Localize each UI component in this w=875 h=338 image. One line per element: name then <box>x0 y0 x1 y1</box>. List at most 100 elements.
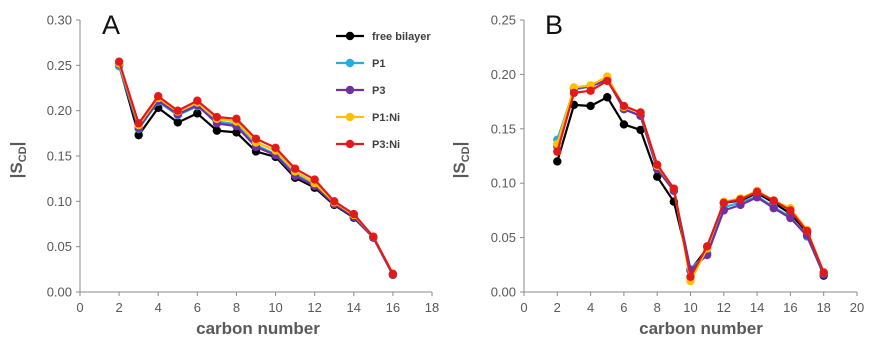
x-tick-label: 8 <box>233 300 240 315</box>
data-point-p3-ni <box>636 108 645 117</box>
y-tick-label: 0.10 <box>47 194 72 209</box>
data-point-free-bilayer <box>134 130 143 140</box>
data-point-p3-ni <box>251 134 261 143</box>
data-point-free-bilayer <box>212 126 222 135</box>
data-point-p3-ni <box>290 164 300 173</box>
x-tick-label: 2 <box>554 300 561 315</box>
data-point-free-bilayer <box>586 101 595 111</box>
data-point-p3-ni <box>653 160 662 169</box>
x-tick-label: 20 <box>850 300 864 315</box>
data-point-free-bilayer <box>603 93 612 102</box>
y-tick-label: 0.00 <box>47 285 72 300</box>
data-point-free-bilayer <box>553 157 562 166</box>
y-tick-label: 0.30 <box>47 13 72 28</box>
y-axis-label-b: |SCD| <box>450 142 472 179</box>
data-point-p3-ni <box>330 197 339 206</box>
data-point-p3-ni <box>686 272 695 281</box>
data-point-p3-ni <box>752 187 762 197</box>
legend-label-p3-ni: P3:Ni <box>372 139 400 151</box>
legend-marker-free-bilayer <box>345 31 355 41</box>
data-point-p3-ni <box>586 86 595 95</box>
legend-marker-p1 <box>345 58 355 68</box>
series-line-p1-ni <box>556 75 825 283</box>
legend-marker-p3-ni <box>345 139 355 149</box>
data-point-p3-ni <box>154 91 163 101</box>
data-point-p3-ni <box>769 196 778 205</box>
data-point-p3-ni <box>736 195 745 204</box>
x-axis-label-b: carbon number <box>639 319 763 338</box>
series-line-p3 <box>556 78 825 276</box>
x-tick-label: 12 <box>717 300 731 315</box>
y-tick-label: 0.20 <box>491 67 516 82</box>
data-point-p3-ni <box>619 101 629 111</box>
data-point-p3-ni <box>786 206 795 215</box>
legend-label-p1: P1 <box>372 58 385 70</box>
chart-panel-a: A carbon number |SCD| 0 2 4 6 8 10 12 14 16 18 0.0… <box>7 10 439 338</box>
data-point-p3-ni <box>173 106 182 115</box>
x-tick-label: 6 <box>194 300 201 315</box>
chart-panel-b: B carbon number |SCD| 0 2 4 6 8 10 12 14 16 18 200… <box>450 10 864 338</box>
x-tick-label: 14 <box>750 300 764 315</box>
series-line-free-bilayer <box>556 96 825 277</box>
data-point-free-bilayer <box>619 120 629 129</box>
data-point-p3-ni <box>212 112 222 122</box>
x-tick-label: 10 <box>683 300 697 315</box>
data-point-p3-ni <box>603 76 612 86</box>
data-point-p3-ni <box>232 114 241 124</box>
legend: free bilayer P1 P3 P1:Ni P3:Ni <box>336 31 431 151</box>
data-point-p3-ni <box>669 184 679 193</box>
series-group-a <box>114 57 398 279</box>
x-tick-label: 16 <box>783 300 797 315</box>
data-point-p3-ni <box>134 119 143 128</box>
y-tick-label: 0.10 <box>491 176 516 191</box>
legend-label-p1-ni: P1:Ni <box>372 112 400 124</box>
data-point-p3-ni <box>702 242 712 251</box>
panel-label-a: A <box>102 10 120 40</box>
y-tick-label: 0.00 <box>491 285 516 300</box>
data-point-p3-ni <box>569 88 579 98</box>
data-point-p3-ni <box>819 268 828 277</box>
data-point-free-bilayer <box>636 125 645 135</box>
data-point-free-bilayer <box>232 128 241 137</box>
y-tick-label: 0.25 <box>47 58 72 73</box>
legend-label-p3: P3 <box>372 85 385 97</box>
x-tick-label: 10 <box>268 300 282 315</box>
data-point-free-bilayer <box>173 118 182 127</box>
x-tick-label: 14 <box>347 300 361 315</box>
x-tick-label: 0 <box>76 300 83 315</box>
data-point-free-bilayer <box>193 109 202 118</box>
series-line-p3-ni <box>556 79 825 278</box>
data-point-p3-ni <box>193 96 202 105</box>
x-tick-label: 0 <box>520 300 527 315</box>
data-point-free-bilayer <box>653 172 662 181</box>
data-point-p3-ni <box>349 209 358 219</box>
data-point-p3-ni <box>802 226 812 236</box>
y-tick-label: 0.20 <box>47 103 72 118</box>
series-group-b <box>553 72 828 286</box>
y-tick-label: 0.15 <box>491 121 516 136</box>
y-tick-label: 0.15 <box>47 149 72 164</box>
x-tick-label: 6 <box>620 300 627 315</box>
y-tick-label: 0.05 <box>491 230 516 245</box>
x-tick-label: 4 <box>155 300 162 315</box>
legend-label-free-bilayer: free bilayer <box>372 31 431 43</box>
ticks-a: 0 2 4 6 8 10 12 14 16 18 0.00 0.05 0.10 0.15 0.20 0.25 0… <box>47 13 440 316</box>
y-tick-label: 0.25 <box>491 13 516 28</box>
data-point-p3-ni <box>553 147 562 156</box>
ticks-b: 0 2 4 6 8 10 12 14 16 18 20 0.00 0.05 0.10 0.15 0.20 0.2… <box>491 13 865 316</box>
data-point-p3 <box>786 213 795 223</box>
x-tick-label: 4 <box>587 300 594 315</box>
x-tick-label: 18 <box>816 300 830 315</box>
data-point-p3-ni <box>369 232 378 241</box>
data-point-p3-ni <box>388 269 398 279</box>
x-tick-label: 16 <box>386 300 400 315</box>
x-axis-label-a: carbon number <box>196 319 320 338</box>
y-axis-label-a: |SCD| <box>7 142 29 179</box>
panel-label-b: B <box>545 10 563 40</box>
data-point-p3 <box>769 204 778 213</box>
data-point-p3-ni <box>271 143 280 153</box>
data-point-p3-ni <box>719 198 728 207</box>
x-tick-label: 12 <box>307 300 321 315</box>
legend-marker-p3 <box>345 85 355 95</box>
y-tick-label: 0.05 <box>47 239 72 254</box>
